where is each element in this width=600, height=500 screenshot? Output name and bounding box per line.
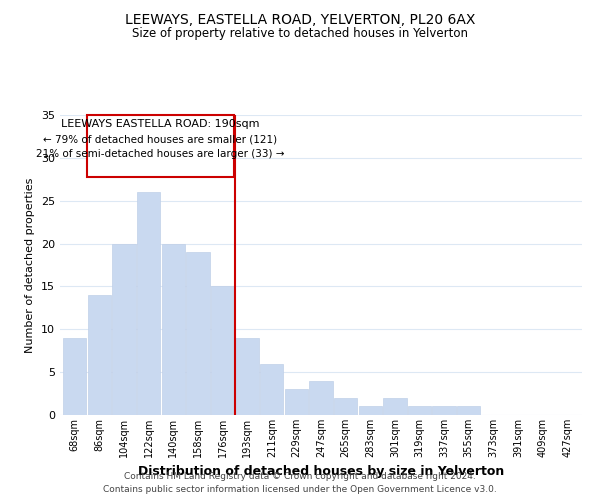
Text: 21% of semi-detached houses are larger (33) →: 21% of semi-detached houses are larger (… [36,150,284,160]
Y-axis label: Number of detached properties: Number of detached properties [25,178,35,352]
Bar [433,406,456,415]
Bar [211,286,234,415]
Text: LEEWAYS EASTELLA ROAD: 190sqm: LEEWAYS EASTELLA ROAD: 190sqm [61,120,260,130]
Bar [260,364,283,415]
Text: Size of property relative to detached houses in Yelverton: Size of property relative to detached ho… [132,28,468,40]
Bar [334,398,358,415]
Bar [383,398,407,415]
Bar [310,380,332,415]
Text: LEEWAYS, EASTELLA ROAD, YELVERTON, PL20 6AX: LEEWAYS, EASTELLA ROAD, YELVERTON, PL20 … [125,12,475,26]
Bar [112,244,136,415]
Bar [63,338,86,415]
Text: ← 79% of detached houses are smaller (121): ← 79% of detached houses are smaller (12… [43,134,277,144]
FancyBboxPatch shape [87,115,233,176]
Bar [161,244,185,415]
Text: Contains public sector information licensed under the Open Government Licence v3: Contains public sector information licen… [103,485,497,494]
Bar [457,406,481,415]
Bar [284,390,308,415]
Bar [235,338,259,415]
X-axis label: Distribution of detached houses by size in Yelverton: Distribution of detached houses by size … [138,466,504,478]
Bar [186,252,209,415]
Bar [408,406,431,415]
Text: Contains HM Land Registry data © Crown copyright and database right 2024.: Contains HM Land Registry data © Crown c… [124,472,476,481]
Bar [137,192,160,415]
Bar [359,406,382,415]
Bar [88,295,111,415]
